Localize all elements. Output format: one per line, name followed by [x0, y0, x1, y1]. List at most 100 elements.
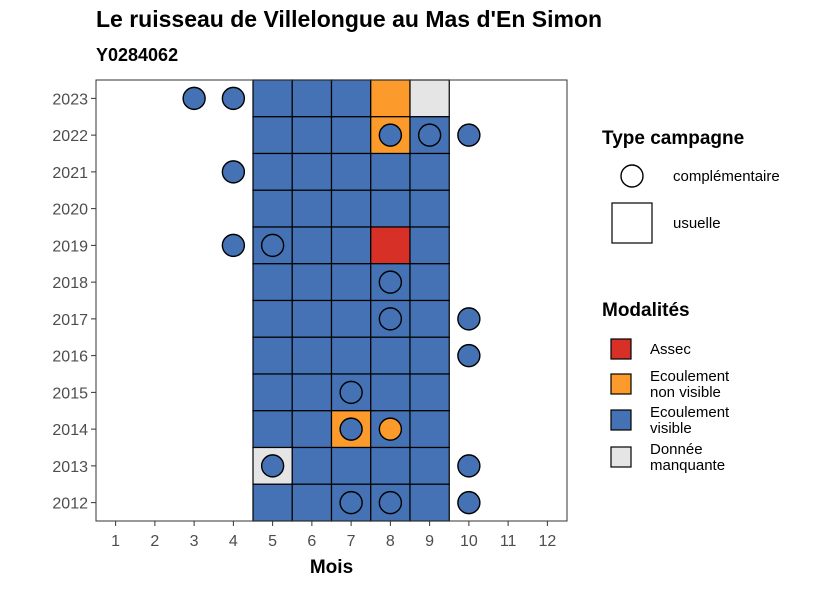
y-tick-label: 2015 — [52, 385, 88, 402]
usuelle-cells — [252, 79, 450, 522]
tile-2021-6 — [291, 152, 333, 191]
point-2018-8 — [378, 270, 403, 294]
x-tick-label: 11 — [500, 533, 517, 550]
tile-2023-5 — [252, 79, 293, 118]
tile-2017-7 — [330, 299, 372, 338]
tile-2014-6 — [291, 410, 333, 449]
tile-2017-5 — [252, 299, 293, 338]
tile-2013-6 — [291, 446, 333, 485]
tile-2023-8 — [370, 79, 411, 118]
y-tick-label: 2022 — [52, 128, 88, 145]
point-2014-8 — [378, 417, 403, 441]
legend-fill-label: Donnée — [650, 441, 703, 458]
point-2022-9 — [417, 123, 442, 147]
y-tick-label: 2016 — [52, 349, 88, 366]
legend-circle-key — [620, 164, 644, 188]
point-2023-3 — [182, 86, 206, 111]
x-axis: 1 2 3 4 5 6 7 8 9 10 11 12 — [111, 521, 556, 550]
tile-2021-9 — [409, 152, 450, 191]
point-2023-4 — [221, 86, 246, 111]
tile-2018-5 — [252, 263, 293, 302]
x-tick-label: 9 — [425, 533, 434, 550]
legend-shape-label: usuelle — [673, 215, 721, 232]
tile-2013-8 — [370, 446, 411, 485]
tile-2022-9 — [409, 116, 450, 155]
legend-fill-label: non visible — [650, 384, 721, 401]
chart-title: Le ruisseau de Villelongue au Mas d'En S… — [96, 6, 603, 32]
point-2012-7 — [339, 490, 363, 515]
tile-2022-6 — [291, 116, 333, 155]
point-2013-10 — [457, 454, 481, 478]
legend-square-key — [611, 202, 653, 244]
legend-swatch-assec — [610, 338, 632, 360]
tile-2023-9 — [409, 79, 450, 118]
complementaire-points — [182, 86, 481, 515]
x-tick-label: 1 — [111, 533, 120, 550]
tile-2013-7 — [330, 446, 372, 485]
point-2012-8 — [378, 490, 403, 515]
x-tick-label: 3 — [190, 533, 199, 550]
x-tick-label: 5 — [268, 533, 277, 550]
tile-2019-8 — [370, 226, 411, 265]
chart-subtitle: Y0284062 — [96, 45, 179, 65]
tile-2021-5 — [252, 152, 293, 191]
tile-2020-5 — [252, 189, 293, 228]
tile-2017-9 — [409, 299, 450, 338]
y-tick-label: 2017 — [52, 312, 88, 329]
legend-fill-label: visible — [650, 420, 692, 437]
tile-2022-7 — [330, 116, 372, 155]
tile-2020-6 — [291, 189, 333, 228]
tile-2019-7 — [330, 226, 372, 265]
tile-2021-7 — [330, 152, 372, 191]
tile-2016-6 — [291, 336, 333, 375]
y-tick-label: 2014 — [52, 422, 88, 439]
point-2017-10 — [457, 307, 481, 331]
legend-type-campagne: Type campagne complémentaire usuelle — [602, 128, 780, 244]
y-tick-label: 2023 — [52, 91, 88, 108]
point-2012-10 — [457, 490, 481, 515]
tile-2015-8 — [370, 373, 411, 412]
tile-2015-6 — [291, 373, 333, 412]
tile-2018-6 — [291, 263, 333, 302]
x-tick-label: 8 — [386, 533, 395, 550]
legend-swatch-donnee_manquante — [610, 446, 632, 468]
x-tick-label: 4 — [229, 533, 238, 550]
tile-2012-9 — [409, 483, 450, 522]
y-tick-label: 2019 — [52, 238, 88, 255]
legend-shape-title: Type campagne — [602, 128, 744, 149]
point-2021-4 — [221, 160, 246, 184]
y-tick-label: 2021 — [52, 165, 88, 182]
tile-2012-5 — [252, 483, 293, 522]
point-2019-4 — [221, 233, 246, 258]
tile-2021-8 — [370, 152, 411, 191]
legend-fill-title: Modalités — [602, 300, 690, 321]
point-2022-10 — [457, 123, 481, 147]
tile-2016-7 — [330, 336, 372, 375]
x-tick-label: 2 — [150, 533, 159, 550]
tile-2016-5 — [252, 336, 293, 375]
tile-2018-7 — [330, 263, 372, 302]
legend-fill-label: Ecoulement — [650, 368, 730, 385]
tile-2016-9 — [409, 336, 450, 375]
tile-2020-9 — [409, 189, 450, 228]
y-tick-label: 2020 — [52, 202, 88, 219]
tile-2016-8 — [370, 336, 411, 375]
tile-2019-9 — [409, 226, 450, 265]
legend-fill-label: Ecoulement — [650, 404, 730, 421]
tile-2020-7 — [330, 189, 372, 228]
tile-2022-5 — [252, 116, 293, 155]
x-tick-label: 10 — [460, 533, 478, 550]
plot-panel-border — [95, 79, 568, 522]
y-tick-label: 2018 — [52, 275, 88, 292]
point-2014-7 — [339, 417, 363, 441]
tile-2015-9 — [409, 373, 450, 412]
tile-2020-8 — [370, 189, 411, 228]
legend-swatch-ecoulement_visible — [610, 409, 632, 431]
y-axis: 2012 2013 2014 2015 2016 2017 2018 2019 2020 2021… — [52, 91, 96, 513]
tile-2014-9 — [409, 410, 450, 449]
point-2022-8 — [378, 123, 403, 147]
tile-2023-6 — [291, 79, 333, 118]
y-tick-label: 2013 — [52, 459, 88, 476]
legend-swatch-ecoulement_non_visible — [610, 373, 632, 395]
